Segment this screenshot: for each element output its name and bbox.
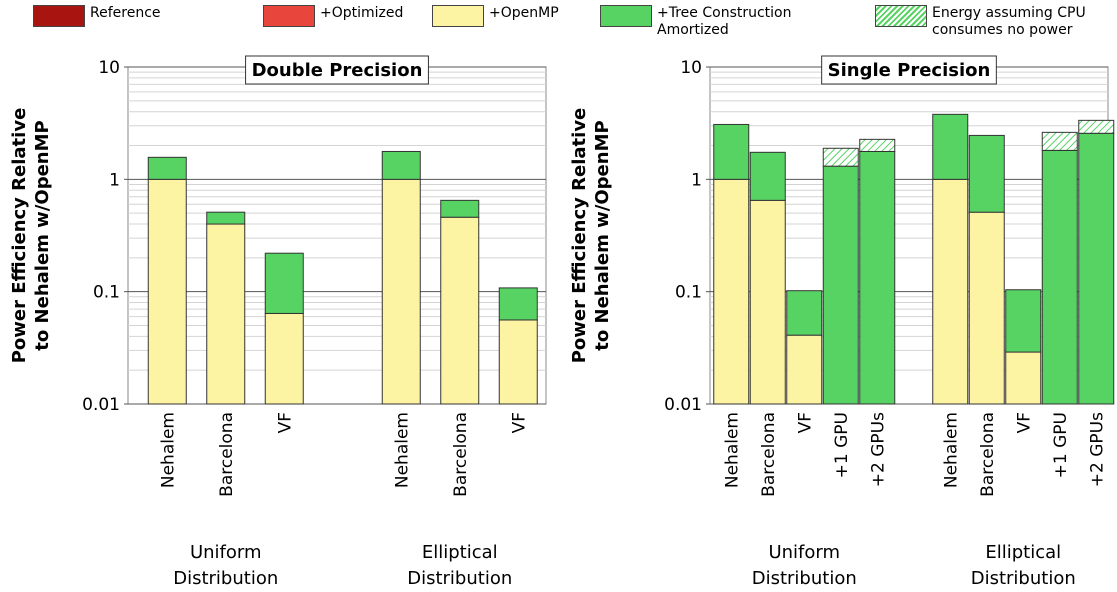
x-tick-label: +2 GPUs xyxy=(1087,412,1107,487)
bar-segment xyxy=(264,312,304,405)
bar-segment xyxy=(381,178,421,405)
y-tick-label: 0.01 xyxy=(82,395,120,415)
y-tick-label: 1 xyxy=(109,170,120,190)
group-label: Elliptical xyxy=(422,542,498,563)
bar-segment xyxy=(1041,149,1078,405)
legend-item: +Tree Construction Amortized xyxy=(600,5,797,39)
group-label: Distribution xyxy=(407,568,512,589)
x-tick-label: VF xyxy=(509,412,529,433)
legend-label: +Optimized xyxy=(320,5,404,21)
legend-label: Reference xyxy=(90,5,161,21)
x-tick-label: +1 GPU xyxy=(832,412,852,478)
bar-segment xyxy=(822,147,859,167)
bar-segment xyxy=(968,134,1005,213)
x-tick-label: VF xyxy=(795,412,815,433)
x-tick-label: Barcelona xyxy=(217,412,237,497)
legend-swatch xyxy=(600,5,652,27)
x-tick-label: Nehalem xyxy=(392,412,412,488)
bar-segment xyxy=(206,211,246,225)
legend-item: +Optimized xyxy=(263,5,403,27)
x-tick-label: Barcelona xyxy=(451,412,471,497)
bar-segment xyxy=(859,138,896,152)
y-tick-label: 10 xyxy=(98,58,120,78)
bar-segment xyxy=(968,211,1005,405)
legend-swatch xyxy=(33,5,85,27)
x-tick-label: Nehalem xyxy=(158,412,178,488)
legend-swatch xyxy=(432,5,484,27)
bar-segment xyxy=(498,319,538,405)
title-box xyxy=(821,55,997,85)
x-tick-label: Nehalem xyxy=(941,412,961,488)
bar-segment xyxy=(1078,132,1115,405)
legend-item: Reference xyxy=(33,5,161,27)
legend-label: Energy assuming CPU consumes no power xyxy=(932,5,1086,38)
y-tick-label: 1 xyxy=(691,170,702,190)
bar-segment xyxy=(932,178,969,405)
legend-label: +OpenMP xyxy=(489,5,559,21)
bar-segment xyxy=(932,113,969,180)
legend-label: +Tree Construction Amortized xyxy=(657,5,792,38)
plot-area xyxy=(127,66,547,405)
y-tick-label: 0.1 xyxy=(675,283,702,303)
bar-segment xyxy=(822,165,859,405)
group-label: Distribution xyxy=(173,568,278,589)
x-tick-label: VF xyxy=(275,412,295,433)
y-tick-label: 10 xyxy=(680,58,702,78)
bar-segment xyxy=(440,216,480,405)
bar-segment xyxy=(786,290,823,336)
bar-segment xyxy=(786,334,823,405)
bar-segment xyxy=(206,223,246,405)
x-tick-label: VF xyxy=(1014,412,1034,433)
chart-title: Double Precision xyxy=(252,60,423,81)
bar-segment xyxy=(381,150,421,180)
x-tick-label: +2 GPUs xyxy=(868,412,888,487)
bar-segment xyxy=(859,150,896,405)
bar-segment xyxy=(264,252,304,314)
bar-segment xyxy=(713,123,750,180)
x-tick-label: Barcelona xyxy=(759,412,779,497)
legend: Reference +Optimized +OpenMP +Tree Construc… xyxy=(0,0,1117,50)
y-axis-label: Power Efficiency Relative xyxy=(9,108,30,364)
bar-segment xyxy=(1005,351,1042,405)
bar-segment xyxy=(1078,119,1115,134)
y-axis-label: to Nehalem w/OpenMP xyxy=(592,120,613,350)
x-tick-label: +1 GPU xyxy=(1051,412,1071,478)
y-tick-label: 0.1 xyxy=(93,283,120,303)
group-label: Uniform xyxy=(190,542,262,563)
legend-item: Energy assuming CPU consumes no power xyxy=(875,5,1097,39)
y-axis-label: to Nehalem w/OpenMP xyxy=(32,120,53,350)
bar-segment xyxy=(1005,289,1042,353)
bar-segment xyxy=(749,199,786,405)
title-box xyxy=(245,55,429,85)
chart-title: Single Precision xyxy=(828,60,991,81)
bar-segment xyxy=(1041,131,1078,151)
legend-swatch xyxy=(875,5,927,27)
bar-segment xyxy=(713,178,750,405)
y-tick-label: 0.01 xyxy=(664,395,702,415)
bar-segment xyxy=(440,199,480,218)
bar-segment xyxy=(147,156,187,180)
legend-swatch xyxy=(263,5,315,27)
group-label: Distribution xyxy=(971,568,1076,589)
bar-segment xyxy=(749,151,786,201)
x-tick-label: Barcelona xyxy=(978,412,998,497)
group-label: Uniform xyxy=(768,542,840,563)
y-axis-label: Power Efficiency Relative xyxy=(569,108,590,364)
x-tick-label: Nehalem xyxy=(722,412,742,488)
bar-segment xyxy=(498,287,538,321)
group-label: Distribution xyxy=(752,568,857,589)
group-label: Elliptical xyxy=(985,542,1061,563)
bar-segment xyxy=(147,178,187,405)
legend-item: +OpenMP xyxy=(432,5,559,27)
